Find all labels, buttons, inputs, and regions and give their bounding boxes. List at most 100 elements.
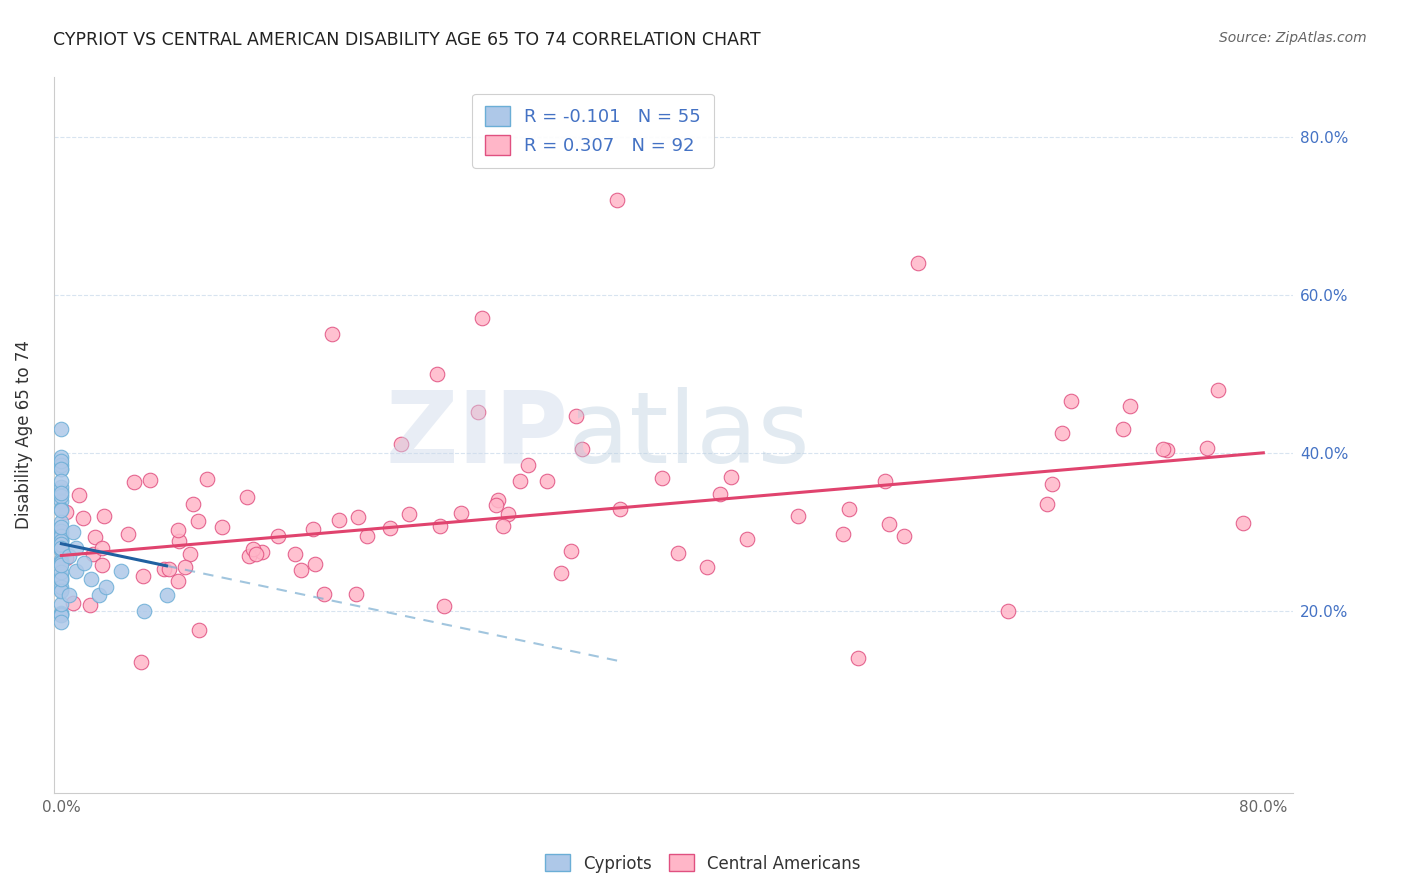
Point [398,507,420,521]
Point [571,442,593,457]
Point [328,513,350,527]
Point [65,541,87,555]
Point [846,651,869,665]
Point [51,541,73,555]
Point [433,599,456,613]
Point [467,405,489,419]
Point [51,524,73,539]
Point [131,656,153,670]
Point [51,454,73,468]
Point [187,515,209,529]
Y-axis label: Disability Age 65 to 74: Disability Age 65 to 74 [15,341,32,530]
Point [51,538,73,552]
Point [51,615,73,630]
Point [51,450,73,464]
Point [51,533,73,547]
Point [696,560,718,574]
Point [606,193,628,207]
Point [1050,426,1073,441]
Point [110,565,132,579]
Point [838,502,860,516]
Point [153,562,176,576]
Point [344,586,367,600]
Point [62,596,84,610]
Point [488,493,510,508]
Point [51,501,73,516]
Point [321,327,343,342]
Point [93,509,115,524]
Point [312,587,335,601]
Point [51,607,73,621]
Point [51,543,73,558]
Text: CYPRIOT VS CENTRAL AMERICAN DISABILITY AGE 65 TO 74 CORRELATION CHART: CYPRIOT VS CENTRAL AMERICAN DISABILITY A… [53,31,761,49]
Point [997,604,1019,618]
Point [565,409,588,423]
Point [378,521,401,535]
Point [82,548,104,562]
Point [72,511,94,525]
Point [236,491,259,505]
Point [238,549,260,564]
Point [91,541,114,556]
Point [550,566,572,580]
Point [1119,399,1142,413]
Point [51,461,73,475]
Point [485,498,508,512]
Point [666,546,689,560]
Point [51,580,73,594]
Point [51,536,73,550]
Point [166,523,188,537]
Point [51,458,73,472]
Point [155,588,177,602]
Point [250,545,273,559]
Point [79,598,101,612]
Point [51,553,73,567]
Point [67,488,90,502]
Point [51,422,73,436]
Point [1232,516,1254,530]
Point [907,256,929,270]
Point [283,547,305,561]
Point [87,588,110,602]
Point [51,565,73,579]
Point [51,489,73,503]
Point [536,474,558,488]
Point [51,534,73,549]
Point [51,533,73,547]
Point [51,558,73,573]
Point [51,607,73,621]
Point [426,367,449,381]
Point [51,597,73,611]
Point [51,480,73,494]
Point [117,527,139,541]
Point [179,547,201,561]
Point [80,572,103,586]
Point [1060,393,1083,408]
Point [51,503,73,517]
Point [1040,476,1063,491]
Point [893,529,915,543]
Point [51,569,73,583]
Point [65,565,87,579]
Point [242,542,264,557]
Point [51,556,73,570]
Legend: R = -0.101   N = 55, R = 0.307   N = 92: R = -0.101 N = 55, R = 0.307 N = 92 [472,94,714,168]
Legend: Cypriots, Central Americans: Cypriots, Central Americans [538,847,868,880]
Point [1036,497,1059,511]
Point [138,473,160,487]
Point [304,557,326,571]
Point [73,557,96,571]
Point [195,472,218,486]
Point [346,510,368,524]
Point [787,509,810,524]
Point [509,475,531,489]
Text: Source: ZipAtlas.com: Source: ZipAtlas.com [1219,31,1367,45]
Point [55,551,77,566]
Point [96,580,118,594]
Point [875,474,897,488]
Point [51,484,73,499]
Point [159,562,181,576]
Point [62,524,84,539]
Point [496,507,519,521]
Point [832,526,855,541]
